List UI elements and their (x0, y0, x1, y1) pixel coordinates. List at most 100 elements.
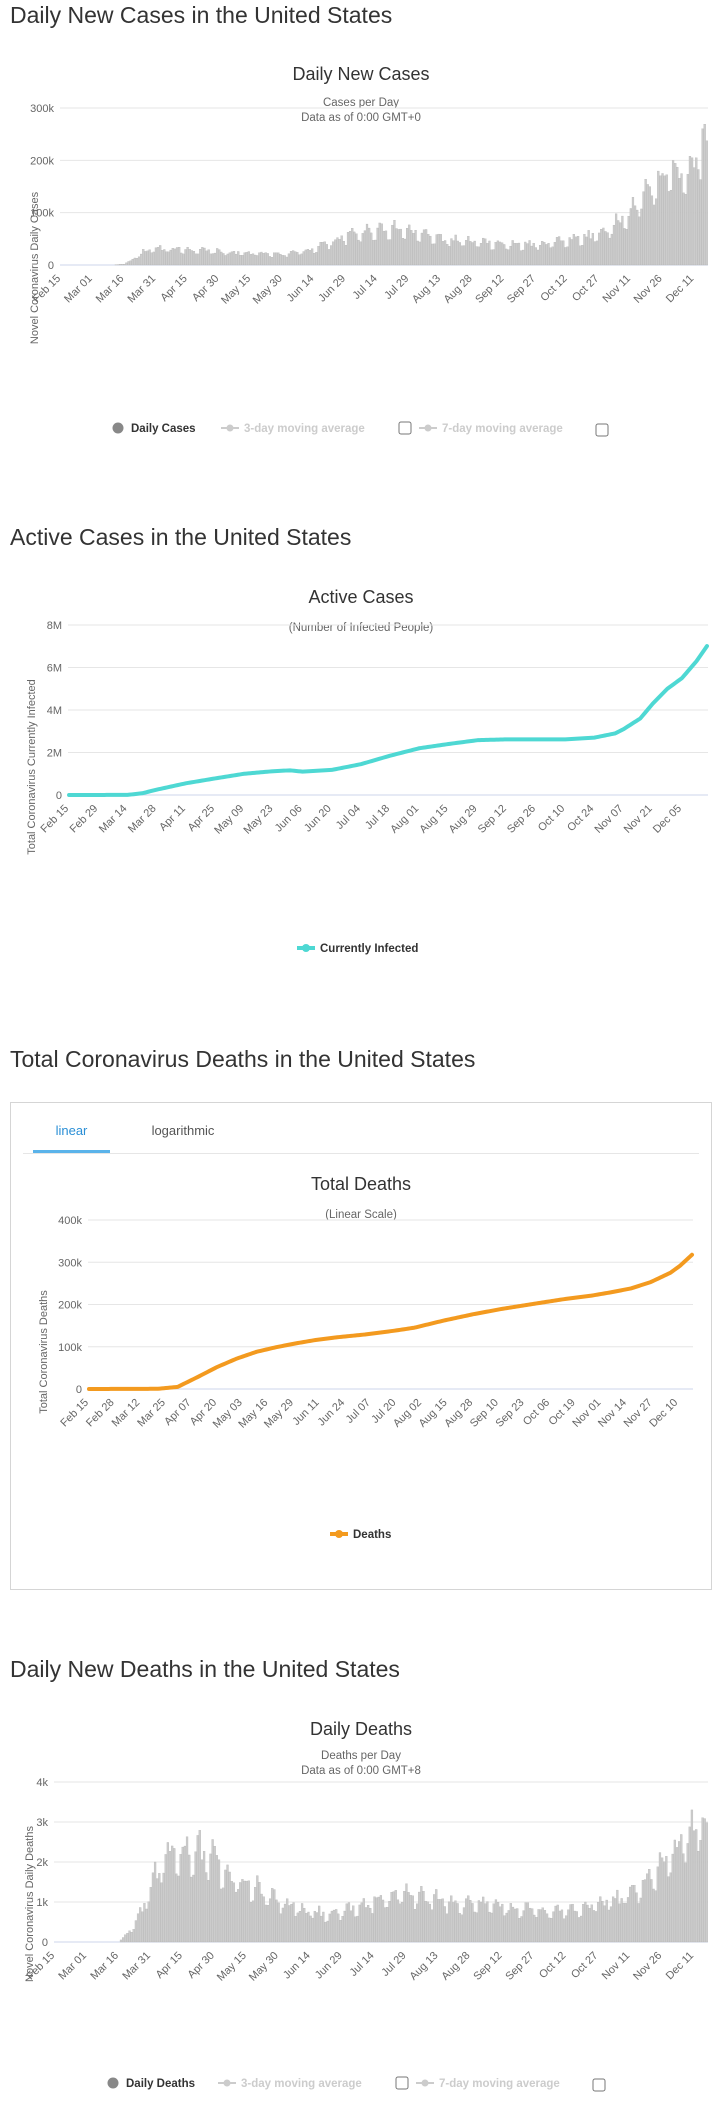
bar[interactable] (462, 1907, 466, 1943)
bar[interactable] (366, 1905, 370, 1943)
bar[interactable] (671, 160, 675, 266)
bar[interactable] (341, 1916, 344, 1943)
bar[interactable] (618, 1903, 621, 1943)
bar[interactable] (256, 255, 259, 266)
bar[interactable] (184, 249, 187, 266)
bar[interactable] (241, 255, 244, 266)
bar[interactable] (128, 1930, 131, 1943)
bar[interactable] (300, 253, 303, 266)
bar[interactable] (462, 245, 466, 266)
bar[interactable] (589, 238, 592, 266)
bar[interactable] (500, 242, 504, 266)
bar[interactable] (671, 1853, 674, 1943)
bar[interactable] (326, 1920, 329, 1943)
tab-logarithmic[interactable]: logarithmic (151, 1123, 215, 1138)
bar[interactable] (131, 258, 134, 266)
bar[interactable] (519, 250, 523, 266)
bar[interactable] (360, 1902, 363, 1943)
bar[interactable] (269, 1898, 272, 1943)
bar[interactable] (384, 1907, 387, 1943)
bar[interactable] (639, 1897, 642, 1943)
bar[interactable] (501, 1903, 504, 1943)
bar[interactable] (505, 1912, 508, 1943)
bar[interactable] (363, 230, 367, 266)
bar[interactable] (339, 1920, 342, 1943)
bar[interactable] (553, 242, 556, 266)
bar[interactable] (394, 1890, 397, 1943)
bar[interactable] (571, 1903, 574, 1943)
bar[interactable] (403, 238, 407, 266)
bar[interactable] (232, 1882, 236, 1943)
bar[interactable] (551, 246, 554, 266)
bar[interactable] (498, 241, 502, 266)
bar[interactable] (437, 1899, 440, 1943)
bar[interactable] (515, 243, 518, 266)
bar[interactable] (686, 1843, 689, 1943)
bar[interactable] (541, 241, 544, 266)
bar[interactable] (324, 1921, 327, 1943)
bar[interactable] (606, 232, 609, 266)
bar[interactable] (469, 241, 472, 266)
bar[interactable] (203, 247, 206, 266)
bar[interactable] (631, 1885, 634, 1943)
bar[interactable] (579, 245, 582, 266)
bar[interactable] (226, 1864, 229, 1943)
bar[interactable] (332, 241, 335, 266)
bar[interactable] (458, 242, 461, 266)
bar[interactable] (228, 1871, 231, 1943)
bar[interactable] (313, 252, 316, 266)
bar[interactable] (152, 251, 155, 266)
bar[interactable] (597, 1902, 600, 1943)
bar[interactable] (530, 245, 533, 266)
bar[interactable] (264, 1904, 267, 1943)
bar[interactable] (531, 1908, 534, 1943)
bar[interactable] (550, 1917, 553, 1943)
bar[interactable] (661, 173, 664, 266)
bar[interactable] (528, 240, 531, 266)
bar[interactable] (384, 230, 388, 266)
bar[interactable] (534, 247, 537, 266)
legend-marker-currently-infected[interactable] (302, 944, 310, 952)
bar[interactable] (678, 178, 681, 266)
bar[interactable] (646, 1873, 649, 1943)
bar[interactable] (669, 1872, 672, 1943)
bar[interactable] (469, 1899, 472, 1943)
bar[interactable] (611, 1896, 615, 1943)
bar[interactable] (194, 1851, 197, 1943)
checkbox-7day[interactable] (592, 2078, 606, 2092)
bar[interactable] (380, 223, 383, 266)
bar[interactable] (309, 1915, 312, 1943)
bar[interactable] (422, 229, 426, 266)
bar[interactable] (658, 1852, 662, 1943)
bar[interactable] (260, 251, 263, 266)
bar[interactable] (398, 1903, 402, 1943)
bar[interactable] (558, 1910, 561, 1943)
bar[interactable] (389, 239, 392, 266)
bar[interactable] (188, 1854, 191, 1943)
bar[interactable] (705, 140, 708, 266)
bar[interactable] (275, 1899, 278, 1943)
bar[interactable] (148, 249, 151, 266)
bar[interactable] (277, 252, 280, 266)
bar[interactable] (127, 261, 130, 266)
bar[interactable] (576, 236, 580, 266)
bar[interactable] (435, 234, 438, 266)
bar[interactable] (371, 1913, 374, 1943)
bar[interactable] (477, 1900, 481, 1943)
bar[interactable] (281, 1907, 285, 1943)
legend-label-daily-cases[interactable]: Daily Cases (131, 423, 196, 435)
bar[interactable] (684, 194, 687, 266)
bar[interactable] (418, 241, 421, 266)
bar[interactable] (158, 1873, 161, 1943)
bar[interactable] (132, 1929, 135, 1943)
bar[interactable] (183, 1845, 187, 1943)
bar[interactable] (703, 124, 706, 266)
bar[interactable] (460, 245, 464, 266)
bar[interactable] (130, 1932, 133, 1943)
bar[interactable] (437, 233, 440, 266)
bar[interactable] (562, 240, 565, 266)
bar[interactable] (162, 1872, 165, 1943)
bar[interactable] (365, 223, 369, 266)
bar[interactable] (646, 184, 649, 266)
bar[interactable] (405, 1883, 408, 1943)
